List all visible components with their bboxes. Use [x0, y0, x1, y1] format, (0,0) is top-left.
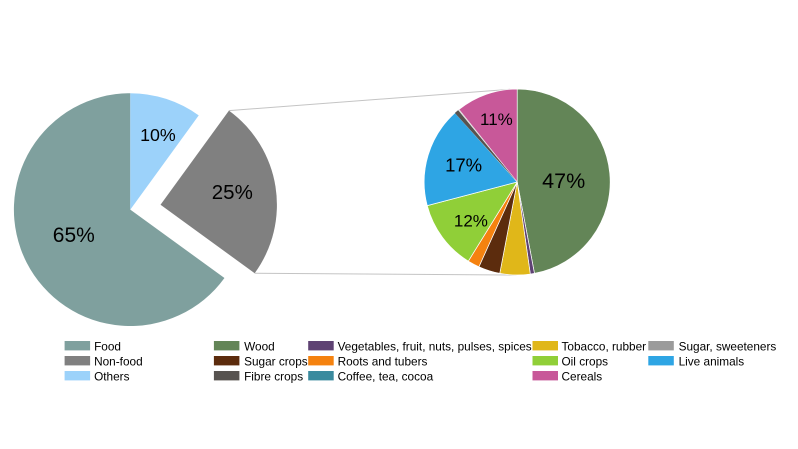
svg-text:65%: 65% — [53, 224, 95, 247]
svg-text:12%: 12% — [454, 212, 488, 231]
svg-text:Roots and tubers: Roots and tubers — [338, 355, 428, 369]
svg-text:Tobacco, rubber: Tobacco, rubber — [562, 340, 647, 354]
svg-text:Fibre crops: Fibre crops — [244, 370, 303, 384]
svg-text:Oil crops: Oil crops — [562, 355, 609, 369]
svg-text:Coffee, tea, cocoa: Coffee, tea, cocoa — [338, 370, 434, 384]
svg-text:Cereals: Cereals — [562, 370, 603, 384]
svg-text:Food: Food — [94, 340, 121, 354]
svg-text:10%: 10% — [140, 125, 176, 145]
svg-text:Non-food: Non-food — [94, 355, 143, 369]
svg-text:Others: Others — [94, 370, 130, 384]
svg-text:Live animals: Live animals — [679, 355, 745, 369]
svg-text:11%: 11% — [480, 110, 513, 129]
svg-text:Vegetables, fruit, nuts, pulse: Vegetables, fruit, nuts, pulses, spices — [338, 340, 532, 354]
svg-text:Sugar crops: Sugar crops — [244, 355, 308, 369]
svg-text:Wood: Wood — [244, 340, 275, 354]
svg-text:17%: 17% — [445, 155, 482, 176]
svg-text:Sugar, sweeteners: Sugar, sweeteners — [679, 340, 777, 354]
svg-text:25%: 25% — [212, 181, 253, 204]
svg-text:47%: 47% — [542, 169, 585, 193]
